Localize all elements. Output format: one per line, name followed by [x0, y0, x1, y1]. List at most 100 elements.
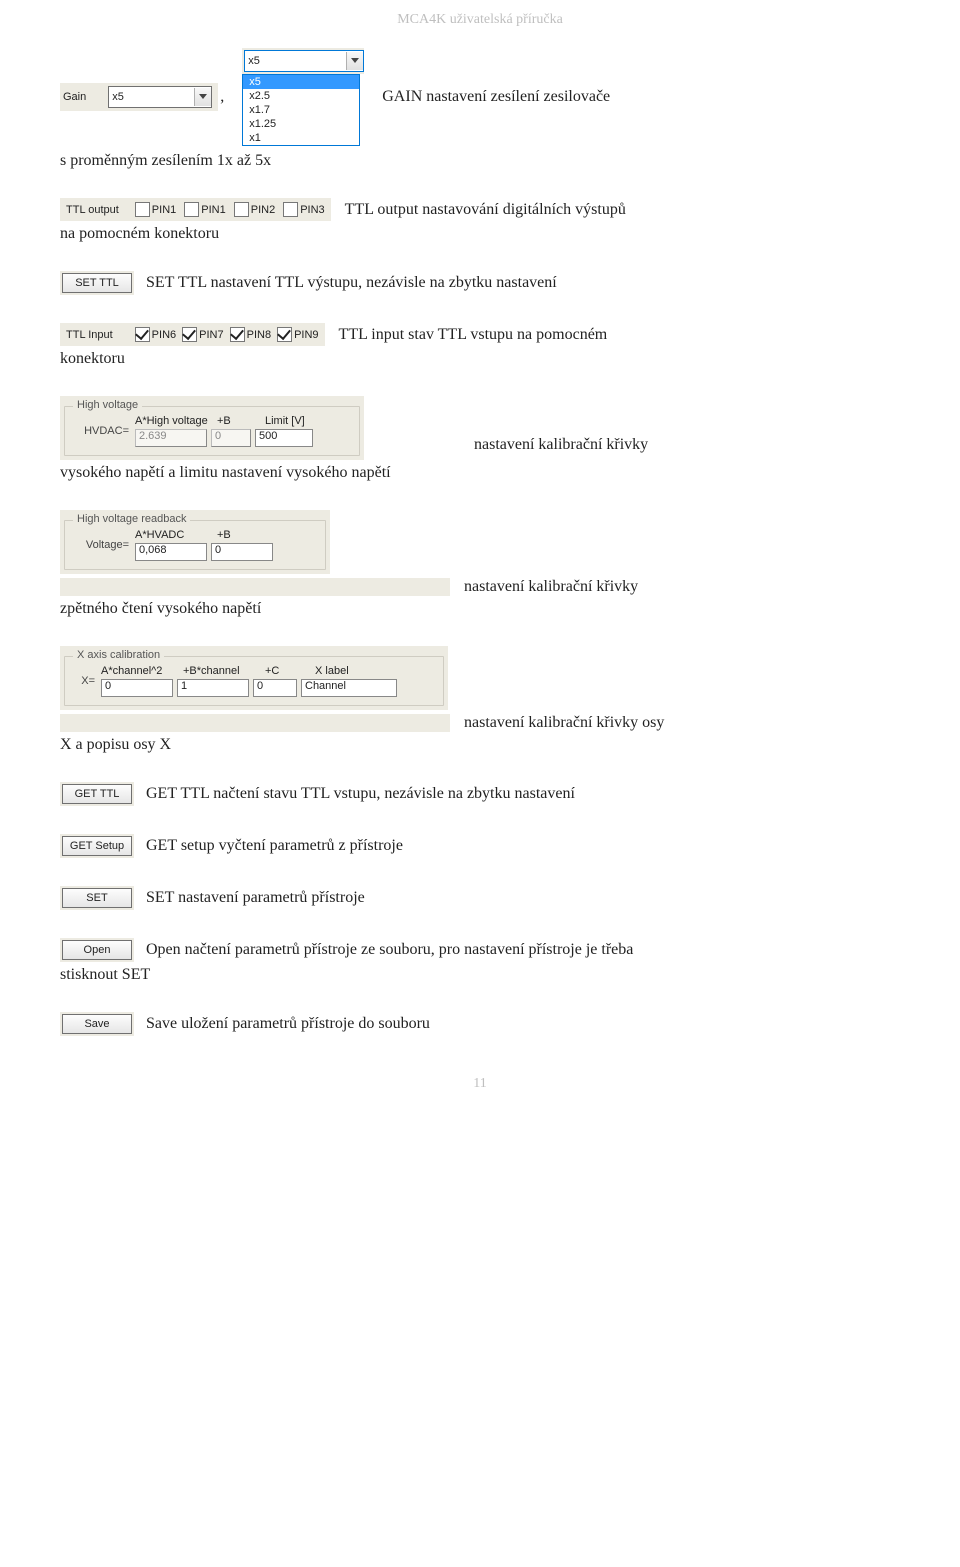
- gain-combobox-open[interactable]: x5: [244, 50, 364, 72]
- hvr-desc-right: nastavení kalibrační křivky: [464, 578, 638, 596]
- set-ttl-desc: SET TTL nastavení TTL výstupu, nezávisle…: [146, 274, 557, 292]
- gain-open-value: x5: [248, 55, 344, 67]
- open-desc: Open načtení parametrů přístroje ze soub…: [146, 941, 633, 959]
- hvr-desc-after: zpětného čtení vysokého napětí: [60, 600, 900, 618]
- pin-label: PIN1: [201, 204, 225, 216]
- pin1-checkbox[interactable]: [135, 202, 150, 217]
- xcal-a-label: A*channel^2: [101, 665, 183, 677]
- hv-a-label: A*High voltage: [135, 415, 217, 427]
- ttl-out-desc: TTL output nastavování digitálních výstu…: [345, 201, 626, 219]
- pin-label: PIN6: [152, 329, 176, 341]
- hv-b-input[interactable]: 0: [211, 429, 251, 447]
- open-post: stisknout SET: [60, 966, 900, 984]
- gain-combobox[interactable]: x5: [108, 86, 212, 108]
- xcal-b-label: +B*channel: [183, 665, 265, 677]
- hv-desc-after: vysokého napětí a limitu nastavení vysok…: [60, 464, 900, 482]
- spacer-bar: [60, 714, 450, 732]
- hvr-a-label: A*HVADC: [135, 529, 217, 541]
- page-header: MCA4K uživatelská příručka: [60, 0, 900, 48]
- set-section: SET SET nastavení parametrů přístroje: [60, 886, 900, 910]
- ttl-in-desc: TTL input stav TTL vstupu na pomocném: [339, 326, 608, 344]
- get-ttl-button[interactable]: GET TTL: [62, 784, 132, 804]
- get-setup-desc: GET setup vyčtení parametrů z přístroje: [146, 837, 403, 855]
- save-desc: Save uložení parametrů přístroje do soub…: [146, 1015, 430, 1033]
- hvr-b-input[interactable]: 0: [211, 543, 273, 561]
- high-voltage-section: High voltage HVDAC= A*High voltage +B Li…: [60, 396, 900, 482]
- ttl-in-post: konektoru: [60, 350, 900, 368]
- hvr-b-label: +B: [217, 529, 231, 541]
- page-number: 11: [60, 1076, 900, 1092]
- get-ttl-desc: GET TTL načtení stavu TTL vstupu, nezávi…: [146, 785, 575, 803]
- xcal-eq-label: X=: [73, 675, 95, 687]
- get-setup-button[interactable]: GET Setup: [62, 836, 132, 856]
- hv-limit-label: Limit [V]: [265, 415, 305, 427]
- pin7-checkbox[interactable]: [182, 327, 197, 342]
- set-ttl-button[interactable]: SET TTL: [62, 273, 132, 293]
- gain-label: Gain: [63, 91, 86, 103]
- chevron-down-icon[interactable]: [194, 88, 211, 106]
- pin-label: PIN9: [294, 329, 318, 341]
- pin6-checkbox[interactable]: [135, 327, 150, 342]
- dropdown-item[interactable]: x5: [243, 75, 359, 89]
- open-section: Open Open načtení parametrů přístroje ze…: [60, 938, 900, 984]
- hvr-eq-label: Voltage=: [73, 539, 129, 551]
- hv-group-title: High voltage: [73, 399, 142, 411]
- open-button[interactable]: Open: [62, 940, 132, 960]
- ttl-input-section: TTL Input PIN6 PIN7 PIN8 PIN9 TTL input …: [60, 323, 900, 368]
- xcal-xlabel-label: X label: [315, 665, 349, 677]
- ttl-output-section: TTL output PIN1 PIN1 PIN2 PIN3 TTL outpu…: [60, 198, 900, 243]
- xcal-desc-after: X a popisu osy X: [60, 736, 900, 754]
- hvr-group-title: High voltage readback: [73, 513, 190, 525]
- dropdown-item[interactable]: x1.25: [243, 117, 359, 131]
- xcal-c-label: +C: [265, 665, 315, 677]
- gain-post: s proměnným zesílením 1x až 5x: [60, 152, 900, 170]
- high-voltage-group: High voltage HVDAC= A*High voltage +B Li…: [64, 406, 360, 456]
- pin9-checkbox[interactable]: [277, 327, 292, 342]
- hv-b-label: +B: [217, 415, 265, 427]
- hv-readback-group: High voltage readback Voltage= A*HVADC +…: [64, 520, 326, 570]
- xcal-b-input[interactable]: 1: [177, 679, 249, 697]
- spacer-bar: [60, 578, 450, 596]
- pin-label: PIN1: [152, 204, 176, 216]
- save-section: Save Save uložení parametrů přístroje do…: [60, 1012, 900, 1036]
- gain-desc: GAIN nastavení zesílení zesilovače: [382, 88, 610, 106]
- get-setup-section: GET Setup GET setup vyčtení parametrů z …: [60, 834, 900, 858]
- gain-dropdown[interactable]: x5 x2.5 x1.7 x1.25 x1: [242, 74, 360, 146]
- pin1b-checkbox[interactable]: [184, 202, 199, 217]
- chevron-down-icon[interactable]: [346, 52, 363, 70]
- get-ttl-section: GET TTL GET TTL načtení stavu TTL vstupu…: [60, 782, 900, 806]
- pin-label: PIN7: [199, 329, 223, 341]
- gain-value: x5: [112, 91, 192, 103]
- pin-label: PIN3: [300, 204, 324, 216]
- pin3-checkbox[interactable]: [283, 202, 298, 217]
- save-button[interactable]: Save: [62, 1014, 132, 1034]
- hv-limit-input[interactable]: 500: [255, 429, 313, 447]
- gain-trail: ,: [220, 88, 224, 106]
- hv-desc-right: nastavení kalibrační křivky: [474, 436, 648, 454]
- xcal-a-input[interactable]: 0: [101, 679, 173, 697]
- dropdown-item[interactable]: x1.7: [243, 103, 359, 117]
- x-axis-group: X axis calibration X= A*channel^2 +B*cha…: [64, 656, 444, 706]
- hv-readback-section: High voltage readback Voltage= A*HVADC +…: [60, 510, 900, 618]
- xcal-desc-right: nastavení kalibrační křivky osy: [464, 714, 664, 732]
- xcal-c-input[interactable]: 0: [253, 679, 297, 697]
- pin8-checkbox[interactable]: [230, 327, 245, 342]
- hv-eq-label: HVDAC=: [73, 425, 129, 437]
- set-ttl-section: SET TTL SET TTL nastavení TTL výstupu, n…: [60, 271, 900, 295]
- xcal-group-title: X axis calibration: [73, 649, 164, 661]
- pin-label: PIN8: [247, 329, 271, 341]
- set-desc: SET nastavení parametrů přístroje: [146, 889, 365, 907]
- pin2-checkbox[interactable]: [234, 202, 249, 217]
- pin-label: PIN2: [251, 204, 275, 216]
- x-axis-section: X axis calibration X= A*channel^2 +B*cha…: [60, 646, 900, 754]
- xcal-xlabel-input[interactable]: Channel: [301, 679, 397, 697]
- ttl-input-label: TTL Input: [66, 329, 113, 341]
- gain-section: Gain x5 , x5 x5 x2.5 x: [60, 48, 900, 170]
- hv-a-input[interactable]: 2.639: [135, 429, 207, 447]
- hvr-a-input[interactable]: 0,068: [135, 543, 207, 561]
- ttl-output-label: TTL output: [66, 204, 119, 216]
- ttl-out-post: na pomocném konektoru: [60, 225, 900, 243]
- set-button[interactable]: SET: [62, 888, 132, 908]
- dropdown-item[interactable]: x2.5: [243, 89, 359, 103]
- dropdown-item[interactable]: x1: [243, 131, 359, 145]
